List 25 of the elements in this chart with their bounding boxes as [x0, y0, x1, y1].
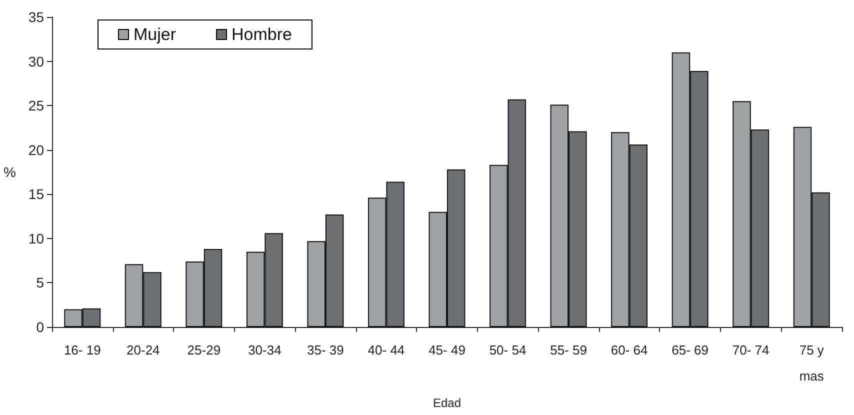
x-tick-label: 45- 49 — [428, 342, 466, 358]
y-tick-label: 35 — [28, 9, 44, 25]
x-tick-label: 75 y mas — [799, 342, 824, 384]
y-tick-label: 30 — [28, 53, 44, 70]
x-tick-label: 55- 59 — [550, 342, 587, 358]
y-tick-label: 20 — [28, 142, 44, 158]
y-tick-label: 5 — [36, 274, 44, 291]
x-tick-label: 60- 64 — [610, 342, 648, 358]
x-tick-label: 70- 74 — [732, 342, 770, 358]
y-tick-label: 15 — [28, 186, 44, 202]
x-tick-label: 16- 19 — [64, 342, 101, 358]
x-axis-title: Edad — [432, 396, 462, 410]
legend-label: Mujer — [134, 25, 176, 44]
x-tick-label: 50- 54 — [489, 342, 526, 358]
y-tick-label: 25 — [28, 98, 44, 114]
x-tick-label: 35- 39 — [307, 342, 344, 358]
x-tick-label: 25-29 — [187, 342, 221, 358]
y-axis-title: % — [4, 164, 16, 180]
x-tick-label: 65- 69 — [672, 342, 709, 358]
x-tick-label: 30-34 — [248, 342, 282, 358]
x-tick-label: 20-24 — [126, 342, 160, 358]
y-tick-label: 0 — [36, 319, 44, 335]
x-tick-label: 40- 44 — [368, 342, 405, 358]
legend-label: Hombre — [232, 25, 292, 44]
y-tick-label: 10 — [28, 230, 44, 246]
